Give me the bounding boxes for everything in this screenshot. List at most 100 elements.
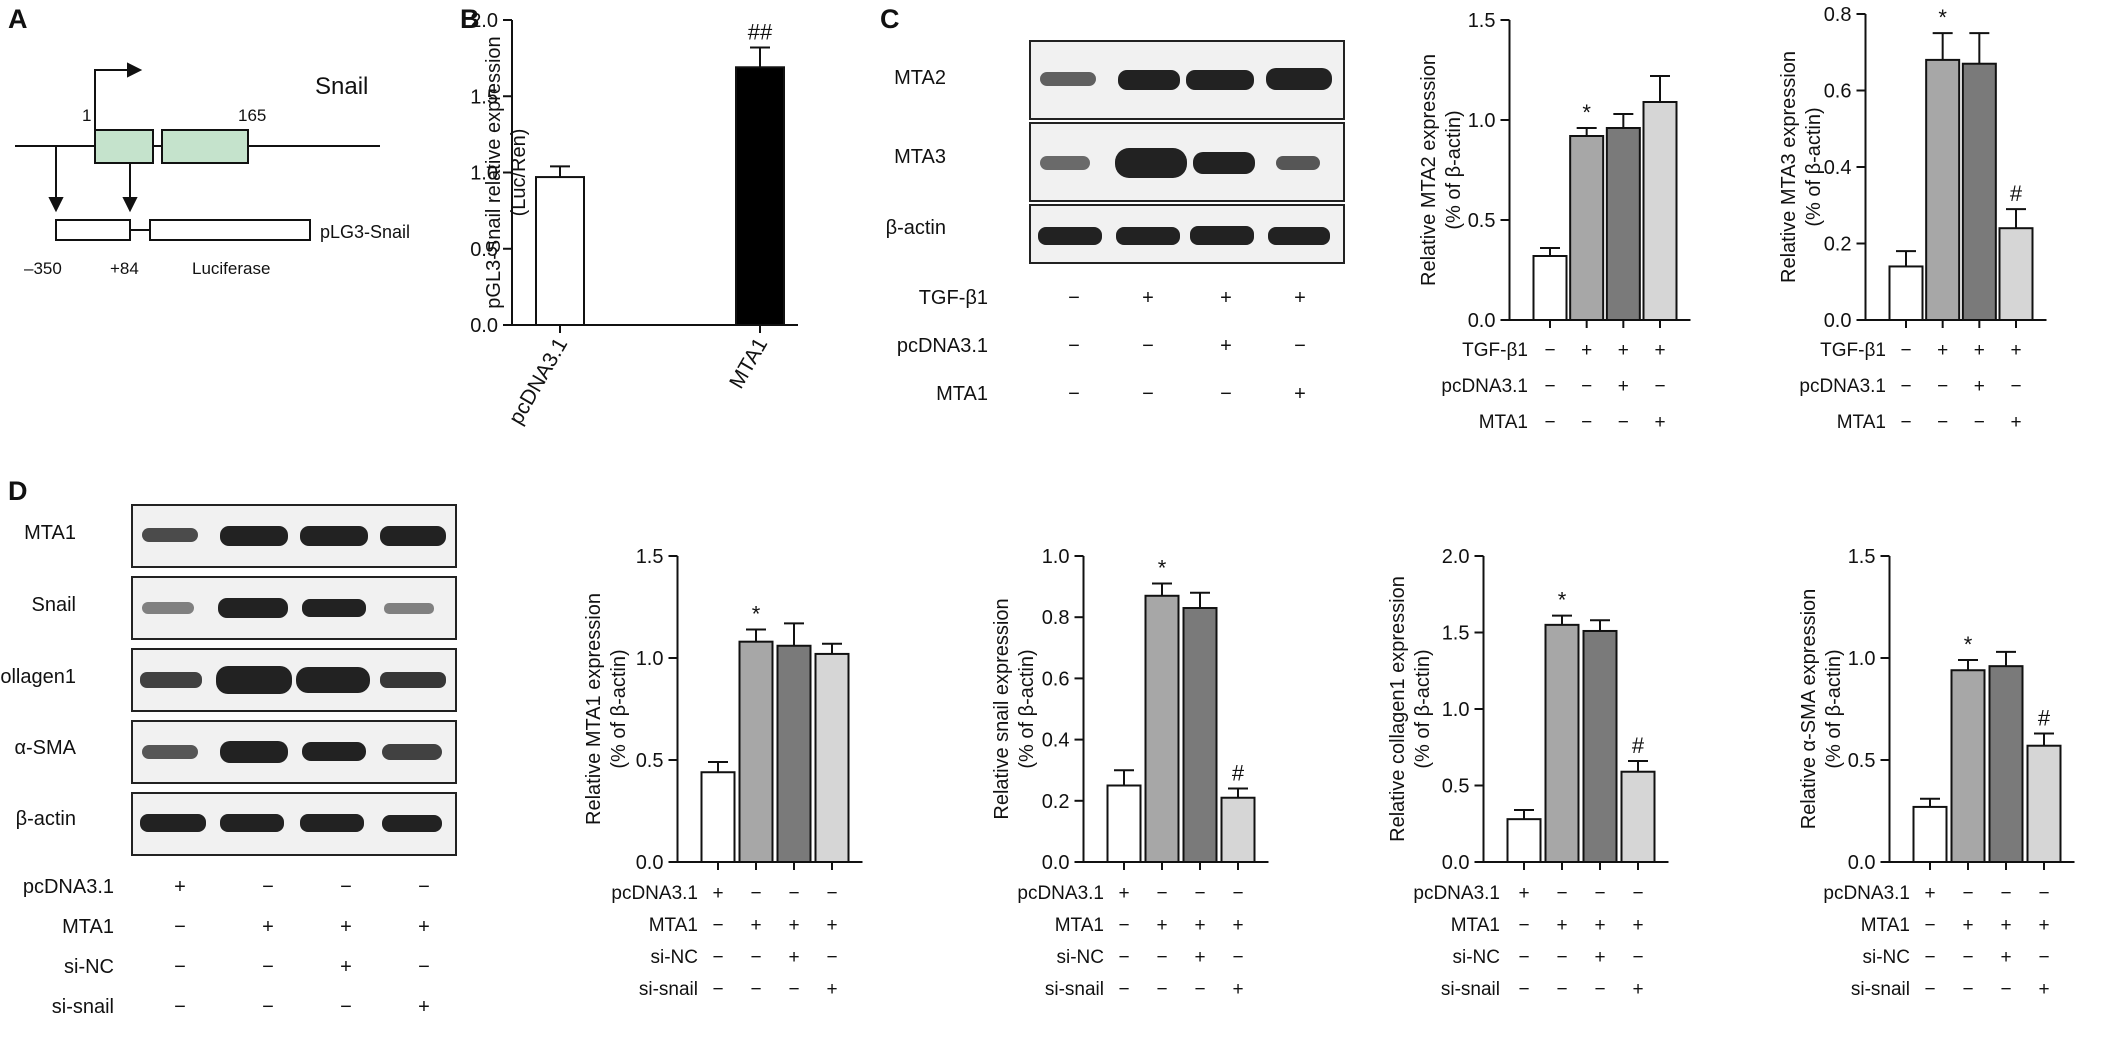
chart-d2-condition-mark: +: [1194, 915, 1205, 936]
blot-d-condition-mark: −: [262, 996, 274, 1018]
chart-d3-condition-mark: −: [1556, 883, 1567, 904]
chart-d1-condition-label: si-snail: [639, 979, 698, 1000]
bar-c1-2: [1605, 127, 1641, 321]
y-tick-label: 0.5: [1468, 210, 1496, 232]
tss-arrow: [94, 69, 132, 130]
chart-d3-condition-mark: −: [1518, 915, 1529, 936]
band: [384, 603, 434, 614]
chart-d2-condition-mark: −: [1156, 979, 1167, 1000]
chart-d4-condition-mark: −: [2000, 979, 2011, 1000]
chart-d-collagen1: 0.0 0.5 1.0 1.5 2.0 * # Relative collagen1 expr…: [1387, 546, 1669, 1000]
chart-d2-condition-label: MTA1: [1055, 915, 1104, 936]
blot-d-condition-label: si-snail: [52, 996, 114, 1018]
bar-d3-1: [1544, 623, 1580, 863]
blot-d-condition-mark: −: [174, 916, 186, 938]
bar-c2-1: [1925, 58, 1961, 322]
chart-d3-condition-mark: +: [1594, 915, 1605, 936]
tss-arrowhead: [127, 62, 143, 78]
band: [1266, 68, 1332, 90]
y-axis-label-line: (Luc/Ren): [508, 129, 530, 217]
significance-mark: *: [752, 601, 761, 626]
band: [380, 672, 446, 688]
bar-d2-2: [1182, 607, 1218, 864]
chart-c-mta2: 0.0 0.5 1.0 1.5 * Relative MTA2 expression (% …: [1418, 10, 1691, 433]
blot-d-condition-mark: +: [418, 916, 430, 938]
chart-d4-condition-label: si-NC: [1863, 947, 1911, 968]
y-axis-label: Relative snail expression (% of β-actin): [991, 598, 1038, 819]
y-tick-label: 1.0: [470, 163, 498, 185]
x-tick-label: MTA1: [725, 334, 772, 393]
chart-d4-condition-mark: +: [2000, 915, 2011, 936]
exon-box-1: [94, 129, 154, 164]
y-tick-label: 2.0: [470, 10, 498, 32]
y-tick-label: 0.0: [1042, 852, 1070, 874]
bar-d3-3: [1620, 770, 1656, 863]
blot-c-condition-mark: −: [1142, 335, 1154, 357]
y-tick-label: 0.4: [1042, 730, 1070, 752]
chart-d2-condition-label: pcDNA3.1: [1017, 883, 1104, 904]
chart-c2-condition-mark: −: [1900, 412, 1911, 433]
chart-c1-condition-mark: +: [1654, 340, 1665, 361]
significance-mark: #: [1632, 733, 1645, 758]
blot-c-condition-mark: +: [1294, 383, 1306, 405]
chart-d2-condition-mark: −: [1194, 979, 1205, 1000]
blot-d-label-mta1: MTA1: [24, 522, 76, 544]
band: [142, 745, 198, 759]
chart-c2-condition-label: TGF-β1: [1820, 340, 1886, 361]
bar-c1-3: [1642, 101, 1678, 321]
blot-d-label-beta-actin: β-actin: [16, 808, 76, 830]
chart-d-alpha-sma: 0.0 0.5 1.0 1.5 * # Relative α-SMA expression(…: [1798, 546, 2075, 1000]
significance-mark: #: [1232, 761, 1245, 786]
y-tick-label: 2.0: [1442, 546, 1470, 568]
band: [300, 814, 364, 832]
blot-c-condition-label: MTA1: [936, 383, 988, 405]
construct-label: pLG3-Snail: [320, 222, 410, 242]
significance-mark: *: [1938, 5, 1947, 30]
chart-c1-condition-mark: +: [1581, 340, 1592, 361]
blot-c-condition-mark: +: [1220, 287, 1232, 309]
chart-d1-condition-mark: −: [788, 979, 799, 1000]
chart-c2-condition-mark: +: [2010, 412, 2021, 433]
promoter-end-label: +84: [110, 259, 139, 278]
bar-b-0: [535, 176, 585, 326]
bar-d1-3: [814, 652, 850, 863]
construct-diagram: [15, 62, 380, 241]
blot-d-condition-mark: −: [418, 956, 430, 978]
y-tick-label: 0.0: [636, 852, 664, 874]
blot-c-condition-mark: −: [1142, 383, 1154, 405]
chart-d4-condition-mark: −: [2000, 883, 2011, 904]
significance-mark: *: [1964, 632, 1973, 657]
bar-b-1: [735, 66, 785, 327]
blot-d-condition-mark: +: [340, 956, 352, 978]
y-axis-label-line: Relative MTA3 expression: [1778, 51, 1800, 283]
chart-c1-condition-mark: −: [1544, 412, 1555, 433]
significance-mark: *: [1158, 556, 1167, 581]
band: [380, 526, 446, 546]
blot-c-condition-mark: +: [1220, 335, 1232, 357]
bar-d1-2: [776, 644, 812, 864]
blot-d-conditions: pcDNA3.1 + − − − MTA1 − + + + si-NC − − + − si-snail − − −…: [23, 876, 430, 1018]
significance-mark: *: [1558, 588, 1567, 613]
chart-d2-condition-mark: −: [1194, 883, 1205, 904]
blot-d-condition-mark: −: [340, 876, 352, 898]
y-tick-label: 1.0: [1468, 110, 1496, 132]
y-axis-label-line: (% of β-actin): [608, 649, 630, 768]
chart-d3-condition-mark: −: [1556, 979, 1567, 1000]
blot-c-label-mta2: MTA2: [894, 67, 946, 89]
y-tick-label: 0.4: [1824, 157, 1852, 179]
blot-c-condition-mark: +: [1294, 287, 1306, 309]
chart-d4-condition-mark: −: [1962, 883, 1973, 904]
y-axis-label: Relative MTA3 expression (% of β-actin): [1778, 51, 1825, 283]
chart-d3-condition-mark: −: [1518, 979, 1529, 1000]
chart-c2-condition-mark: −: [1900, 340, 1911, 361]
chart-d3-condition-label: pcDNA3.1: [1413, 883, 1500, 904]
band: [140, 672, 202, 688]
band: [1186, 70, 1254, 90]
chart-d3-condition-mark: +: [1632, 979, 1643, 1000]
chart-d4-condition-label: pcDNA3.1: [1823, 883, 1910, 904]
blot-d-condition-mark: +: [340, 916, 352, 938]
y-tick-label: 0.0: [470, 315, 498, 337]
chart-d2-condition-label: si-NC: [1057, 947, 1105, 968]
position-end-label: 165: [238, 106, 266, 125]
chart-d4-condition-label: si-snail: [1851, 979, 1910, 1000]
